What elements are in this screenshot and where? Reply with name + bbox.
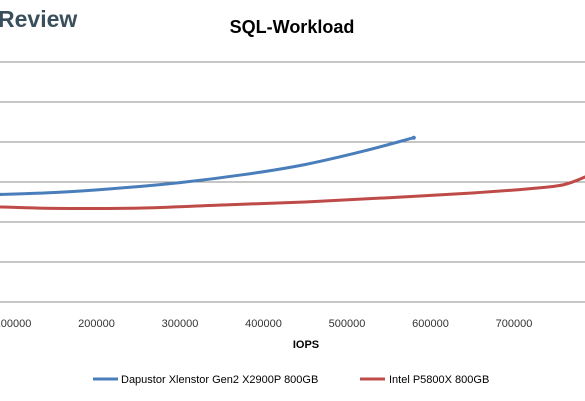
x-tick-label: 500000	[329, 318, 366, 330]
x-tick-label: 300000	[162, 318, 199, 330]
x-tick-label: 200000	[78, 318, 115, 330]
legend: Dapustor Xlenstor Gen2 X2900P 800GB Intel…	[93, 374, 489, 386]
gridlines	[0, 61, 585, 303]
series-lines	[0, 135, 585, 211]
legend-label: Dapustor Xlenstor Gen2 X2900P 800GB	[121, 374, 318, 386]
series-line-1	[0, 175, 585, 211]
x-tick-label: 700000	[496, 318, 533, 330]
chart-title: SQL-Workload	[230, 17, 355, 37]
legend-item-1: Intel P5800X 800GB	[360, 374, 489, 386]
legend-item-0: Dapustor Xlenstor Gen2 X2900P 800GB	[93, 374, 318, 386]
series-line-0	[0, 136, 416, 196]
series-end-marker	[411, 135, 416, 140]
brand-logo-text: Review	[0, 6, 77, 32]
x-tick-label: 600000	[412, 318, 449, 330]
x-tick-labels: 100000 200000 300000 400000 500000 600000 7000…	[0, 318, 533, 330]
x-axis-label: IOPS	[293, 339, 319, 351]
x-tick-label: 400000	[245, 318, 282, 330]
x-tick-label: 100000	[0, 318, 31, 330]
legend-label: Intel P5800X 800GB	[389, 374, 489, 386]
